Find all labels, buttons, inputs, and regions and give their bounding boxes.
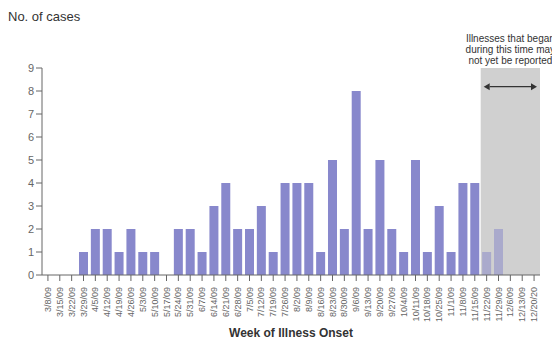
- svg-text:9: 9: [28, 62, 34, 74]
- svg-text:5/3/09: 5/3/09: [138, 287, 148, 312]
- svg-text:5/31/09: 5/31/09: [185, 287, 195, 317]
- svg-text:3/29/09: 3/29/09: [79, 287, 89, 317]
- svg-text:Week of Illness Onset: Week of Illness Onset: [229, 326, 353, 340]
- svg-text:7/12/09: 7/12/09: [256, 287, 266, 317]
- svg-text:2: 2: [28, 223, 34, 235]
- svg-text:7/26/09: 7/26/09: [280, 287, 290, 317]
- svg-text:8/23/09: 8/23/09: [328, 287, 338, 317]
- svg-text:7/5/09: 7/5/09: [245, 287, 255, 312]
- svg-text:4/26/09: 4/26/09: [126, 287, 136, 317]
- svg-text:3: 3: [28, 200, 34, 212]
- svg-text:8/9/09: 8/9/09: [304, 287, 314, 312]
- svg-text:4/5/09: 4/5/09: [90, 287, 100, 312]
- svg-text:5/17/09: 5/17/09: [162, 287, 172, 317]
- svg-text:11/15/09: 11/15/09: [470, 287, 480, 321]
- svg-text:10/25/09: 10/25/09: [434, 287, 444, 322]
- svg-text:6/28/09: 6/28/09: [233, 287, 243, 317]
- svg-text:5: 5: [28, 154, 34, 166]
- svg-text:8/16/09: 8/16/09: [316, 287, 326, 317]
- svg-text:4/12/09: 4/12/09: [102, 287, 112, 317]
- svg-text:11/1/09: 11/1/09: [446, 287, 456, 316]
- svg-text:6: 6: [28, 131, 34, 143]
- svg-text:11/29/09: 11/29/09: [494, 287, 504, 321]
- svg-text:1: 1: [28, 246, 34, 258]
- svg-text:12/20/20: 12/20/20: [529, 287, 539, 322]
- svg-text:8/30/09: 8/30/09: [339, 287, 349, 317]
- svg-text:7: 7: [28, 108, 34, 120]
- svg-text:12/13/09: 12/13/09: [517, 287, 527, 322]
- svg-text:10/18/09: 10/18/09: [422, 287, 432, 322]
- svg-text:9/27/09: 9/27/09: [387, 287, 397, 317]
- svg-text:10/11/09: 10/11/09: [411, 287, 421, 321]
- svg-text:3/22/09: 3/22/09: [67, 287, 77, 317]
- svg-text:9/20/09: 9/20/09: [375, 287, 385, 317]
- svg-text:6/21/09: 6/21/09: [221, 287, 231, 317]
- svg-text:4: 4: [28, 177, 34, 189]
- svg-text:0: 0: [28, 269, 34, 281]
- svg-text:5/10/09: 5/10/09: [150, 287, 160, 317]
- svg-text:7/19/09: 7/19/09: [268, 287, 278, 317]
- html-text:No. of cases: No. of cases: [8, 9, 81, 24]
- svg-text:3/15/09: 3/15/09: [55, 287, 65, 317]
- svg-text:12/6/09: 12/6/09: [505, 287, 515, 317]
- svg-text:Illnesses that beganduring thi: Illnesses that beganduring this time may…: [466, 33, 552, 66]
- svg-text:4/19/09: 4/19/09: [114, 287, 124, 317]
- svg-text:3/8/09: 3/8/09: [43, 287, 53, 312]
- svg-text:11/8/09: 11/8/09: [458, 287, 468, 316]
- svg-text:6/14/09: 6/14/09: [209, 287, 219, 317]
- svg-text:8/2/09: 8/2/09: [292, 287, 302, 312]
- svg-text:8: 8: [28, 85, 34, 97]
- svg-text:10/4/09: 10/4/09: [399, 287, 409, 317]
- svg-text:5/24/09: 5/24/09: [173, 287, 183, 317]
- svg-text:6/7/09: 6/7/09: [197, 287, 207, 312]
- svg-text:9/13/09: 9/13/09: [363, 287, 373, 317]
- svg-text:9/6/09: 9/6/09: [351, 287, 361, 312]
- svg-text:11/22/09: 11/22/09: [482, 287, 492, 321]
